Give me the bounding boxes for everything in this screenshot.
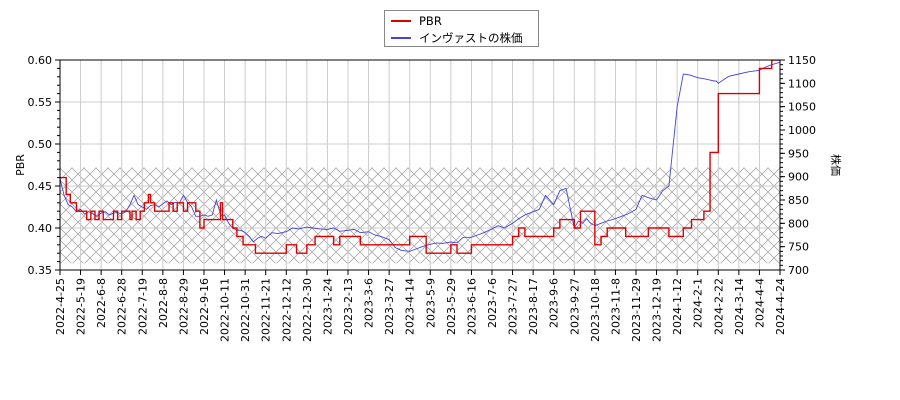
right-y-axis: 700 750 800 850 900 950 1000 1050 1100 1150: [780, 54, 816, 277]
pbr-swatch-icon: [391, 20, 411, 22]
x-tick-label: 2024-1-12: [671, 278, 684, 335]
right-tick-label: 750: [788, 241, 809, 254]
x-tick-label: 2022-12-30: [301, 278, 314, 342]
x-tick-label: 2022-12-12: [280, 278, 293, 342]
x-tick-label: 2024-4-4: [753, 278, 766, 328]
x-tick-label: 2023-8-17: [527, 278, 540, 335]
right-tick-label: 850: [788, 194, 809, 207]
left-tick-label: 0.55: [28, 96, 53, 109]
x-tick-label: 2022-9-16: [198, 278, 211, 335]
price-swatch-icon: [391, 37, 411, 39]
right-tick-label: 800: [788, 217, 809, 230]
left-axis-title: PBR: [14, 154, 27, 176]
x-tick-label: 2024-2-1: [692, 278, 705, 328]
x-tick-label: 2023-6-16: [465, 278, 478, 335]
x-tick-label: 2023-3-6: [363, 278, 376, 328]
x-tick-label: 2023-11-29: [630, 278, 643, 342]
left-tick-label: 0.60: [28, 54, 53, 67]
x-tick-label: 2023-2-13: [342, 278, 355, 335]
left-tick-label: 0.40: [28, 222, 53, 235]
x-tick-label: 2023-10-18: [589, 278, 602, 342]
x-tick-label: 2022-6-8: [95, 278, 108, 328]
x-tick-label: 2022-5-19: [75, 278, 88, 335]
price-line: [60, 61, 780, 252]
x-axis: 2022-4-25 2022-5-19 2022-6-8 2022-6-28 2022-…: [54, 270, 787, 342]
legend-label-price: インヴァストの株価: [419, 31, 523, 45]
right-tick-label: 1050: [788, 101, 816, 114]
x-tick-label: 2022-10-31: [239, 278, 252, 342]
legend-label-pbr: PBR: [419, 14, 442, 28]
legend-item-pbr: PBR: [391, 13, 442, 29]
right-tick-label: 950: [788, 147, 809, 160]
x-tick-label: 2023-7-27: [507, 278, 520, 335]
x-tick-label: 2023-12-19: [651, 278, 664, 342]
x-tick-label: 2024-3-14: [733, 278, 746, 335]
x-tick-label: 2024-2-22: [712, 278, 725, 335]
x-tick-label: 2023-1-24: [321, 278, 334, 335]
x-tick-label: 2023-9-6: [548, 278, 561, 328]
x-tick-label: 2024-4-24: [774, 278, 787, 335]
shaded-band: [60, 167, 780, 264]
legend-item-price: インヴァストの株価: [391, 30, 523, 46]
x-tick-label: 2022-11-21: [260, 278, 273, 342]
right-tick-label: 900: [788, 171, 809, 184]
pbr-line: [60, 60, 780, 254]
x-tick-label: 2023-5-9: [424, 278, 437, 328]
left-tick-label: 0.50: [28, 138, 53, 151]
x-tick-label: 2023-11-8: [609, 278, 622, 335]
x-tick-label: 2023-3-27: [383, 278, 396, 335]
right-tick-label: 700: [788, 264, 809, 277]
legend: PBR インヴァストの株価: [384, 10, 539, 47]
right-tick-label: 1000: [788, 124, 816, 137]
left-tick-label: 0.35: [28, 264, 53, 277]
right-tick-label: 1100: [788, 77, 816, 90]
x-tick-label: 2022-10-11: [219, 278, 232, 342]
right-axis-title: 株価: [829, 154, 843, 176]
x-tick-label: 2023-4-14: [404, 278, 417, 335]
left-tick-label: 0.45: [28, 180, 53, 193]
x-tick-label: 2023-9-27: [568, 278, 581, 335]
x-tick-label: 2023-5-29: [445, 278, 458, 335]
x-tick-label: 2022-7-19: [136, 278, 149, 335]
x-tick-label: 2022-4-25: [54, 278, 67, 335]
x-tick-label: 2022-8-8: [157, 278, 170, 328]
x-tick-label: 2022-6-28: [116, 278, 129, 335]
x-tick-label: 2022-8-29: [177, 278, 190, 335]
plot-frame: [59, 59, 781, 271]
x-tick-label: 2023-7-6: [486, 278, 499, 328]
left-y-axis: 0.35 0.40 0.45 0.50 0.55 0.60: [28, 54, 60, 277]
right-tick-label: 1150: [788, 54, 816, 67]
